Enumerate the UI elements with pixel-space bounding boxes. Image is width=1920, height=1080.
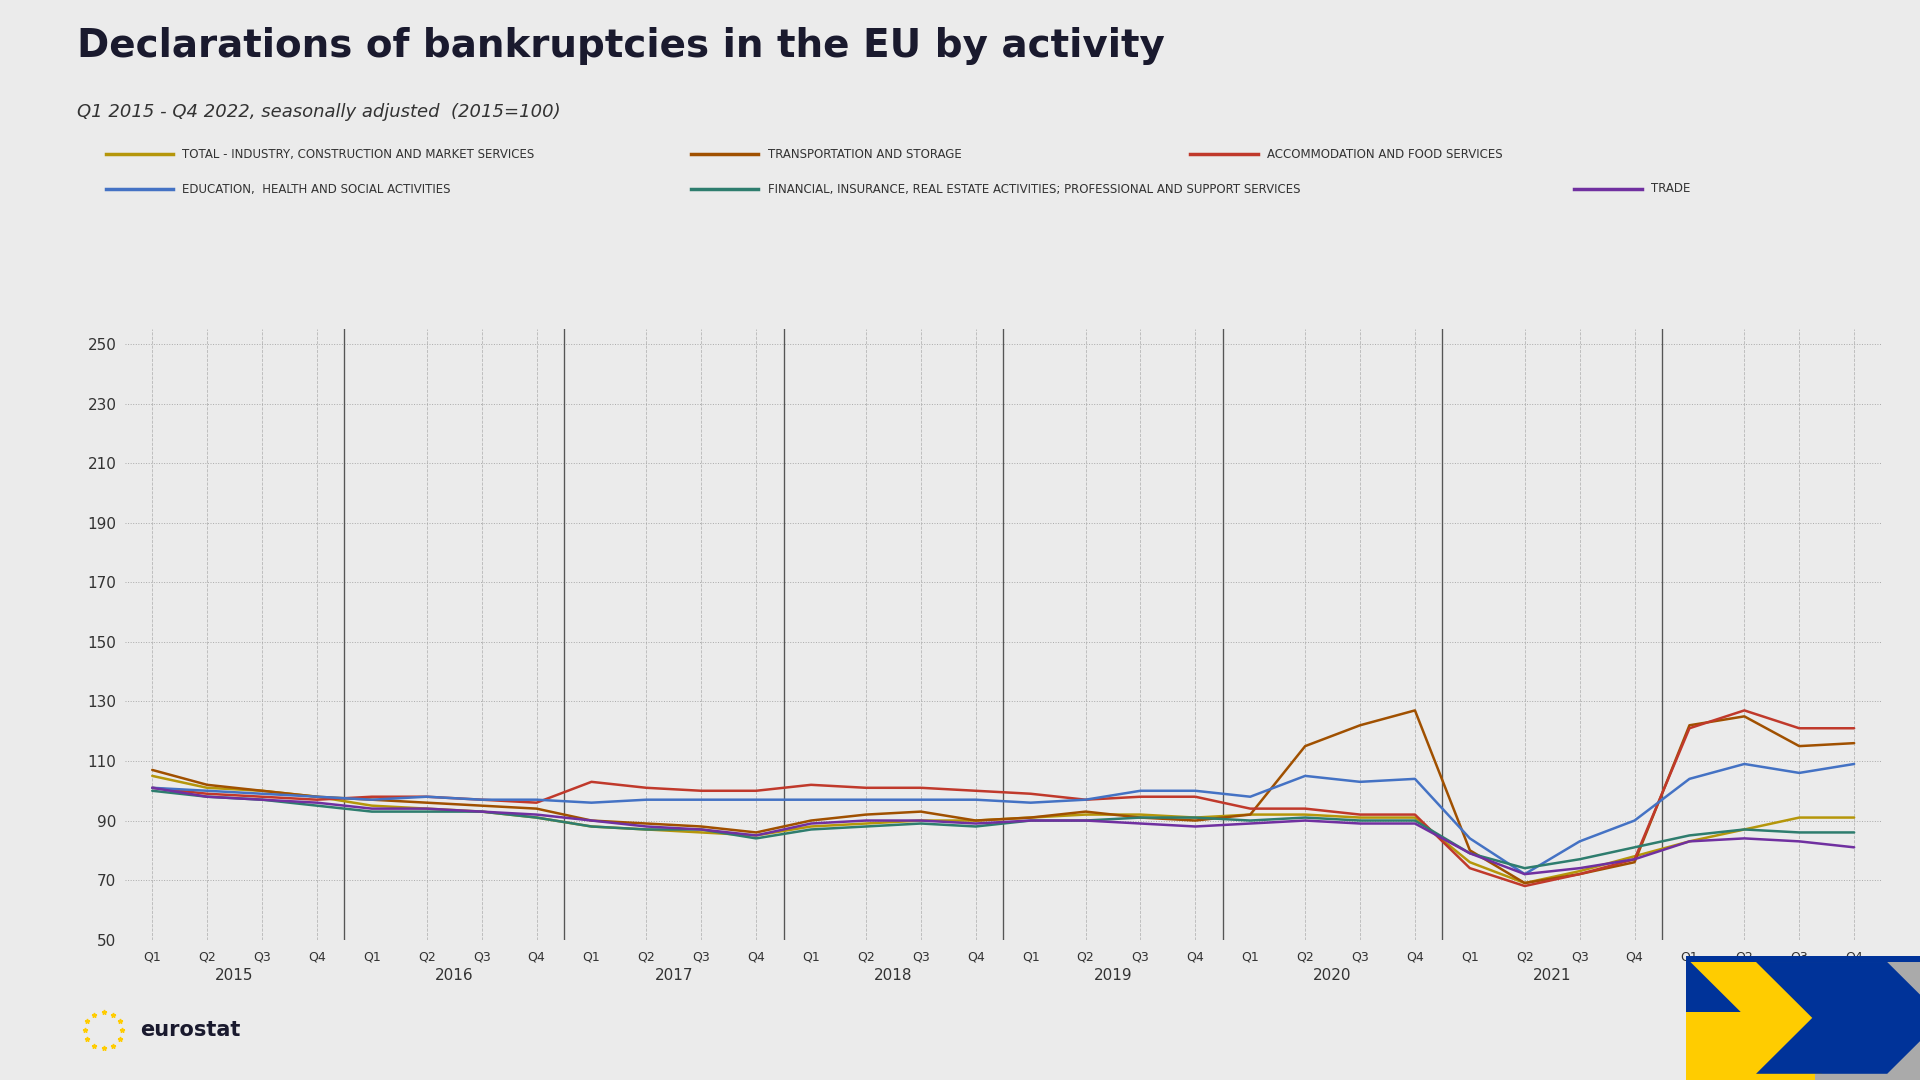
- Text: eurostat: eurostat: [140, 1021, 240, 1040]
- Text: 2018: 2018: [874, 968, 912, 983]
- Text: 2021: 2021: [1532, 968, 1571, 983]
- Polygon shape: [1686, 1012, 1814, 1080]
- Text: 2017: 2017: [655, 968, 693, 983]
- Text: TRANSPORTATION AND STORAGE: TRANSPORTATION AND STORAGE: [768, 148, 962, 161]
- Text: ACCOMMODATION AND FOOD SERVICES: ACCOMMODATION AND FOOD SERVICES: [1267, 148, 1503, 161]
- Text: EDUCATION,  HEALTH AND SOCIAL ACTIVITIES: EDUCATION, HEALTH AND SOCIAL ACTIVITIES: [182, 183, 451, 195]
- Polygon shape: [1814, 1024, 1920, 1080]
- Text: 2015: 2015: [215, 968, 253, 983]
- Polygon shape: [1686, 956, 1920, 1080]
- Polygon shape: [1757, 962, 1920, 1074]
- Text: 2020: 2020: [1313, 968, 1352, 983]
- Text: Q1 2015 - Q4 2022, seasonally adjusted  (2015=100): Q1 2015 - Q4 2022, seasonally adjusted (…: [77, 103, 561, 121]
- Text: 2022: 2022: [1753, 968, 1791, 983]
- Text: TOTAL - INDUSTRY, CONSTRUCTION AND MARKET SERVICES: TOTAL - INDUSTRY, CONSTRUCTION AND MARKE…: [182, 148, 534, 161]
- Polygon shape: [1822, 962, 1920, 1074]
- Text: FINANCIAL, INSURANCE, REAL ESTATE ACTIVITIES; PROFESSIONAL AND SUPPORT SERVICES: FINANCIAL, INSURANCE, REAL ESTATE ACTIVI…: [768, 183, 1300, 195]
- Text: TRADE: TRADE: [1651, 183, 1692, 195]
- Text: 2019: 2019: [1094, 968, 1133, 983]
- Text: Declarations of bankruptcies in the EU by activity: Declarations of bankruptcies in the EU b…: [77, 27, 1165, 65]
- Polygon shape: [1690, 962, 1878, 1074]
- Text: 2016: 2016: [436, 968, 474, 983]
